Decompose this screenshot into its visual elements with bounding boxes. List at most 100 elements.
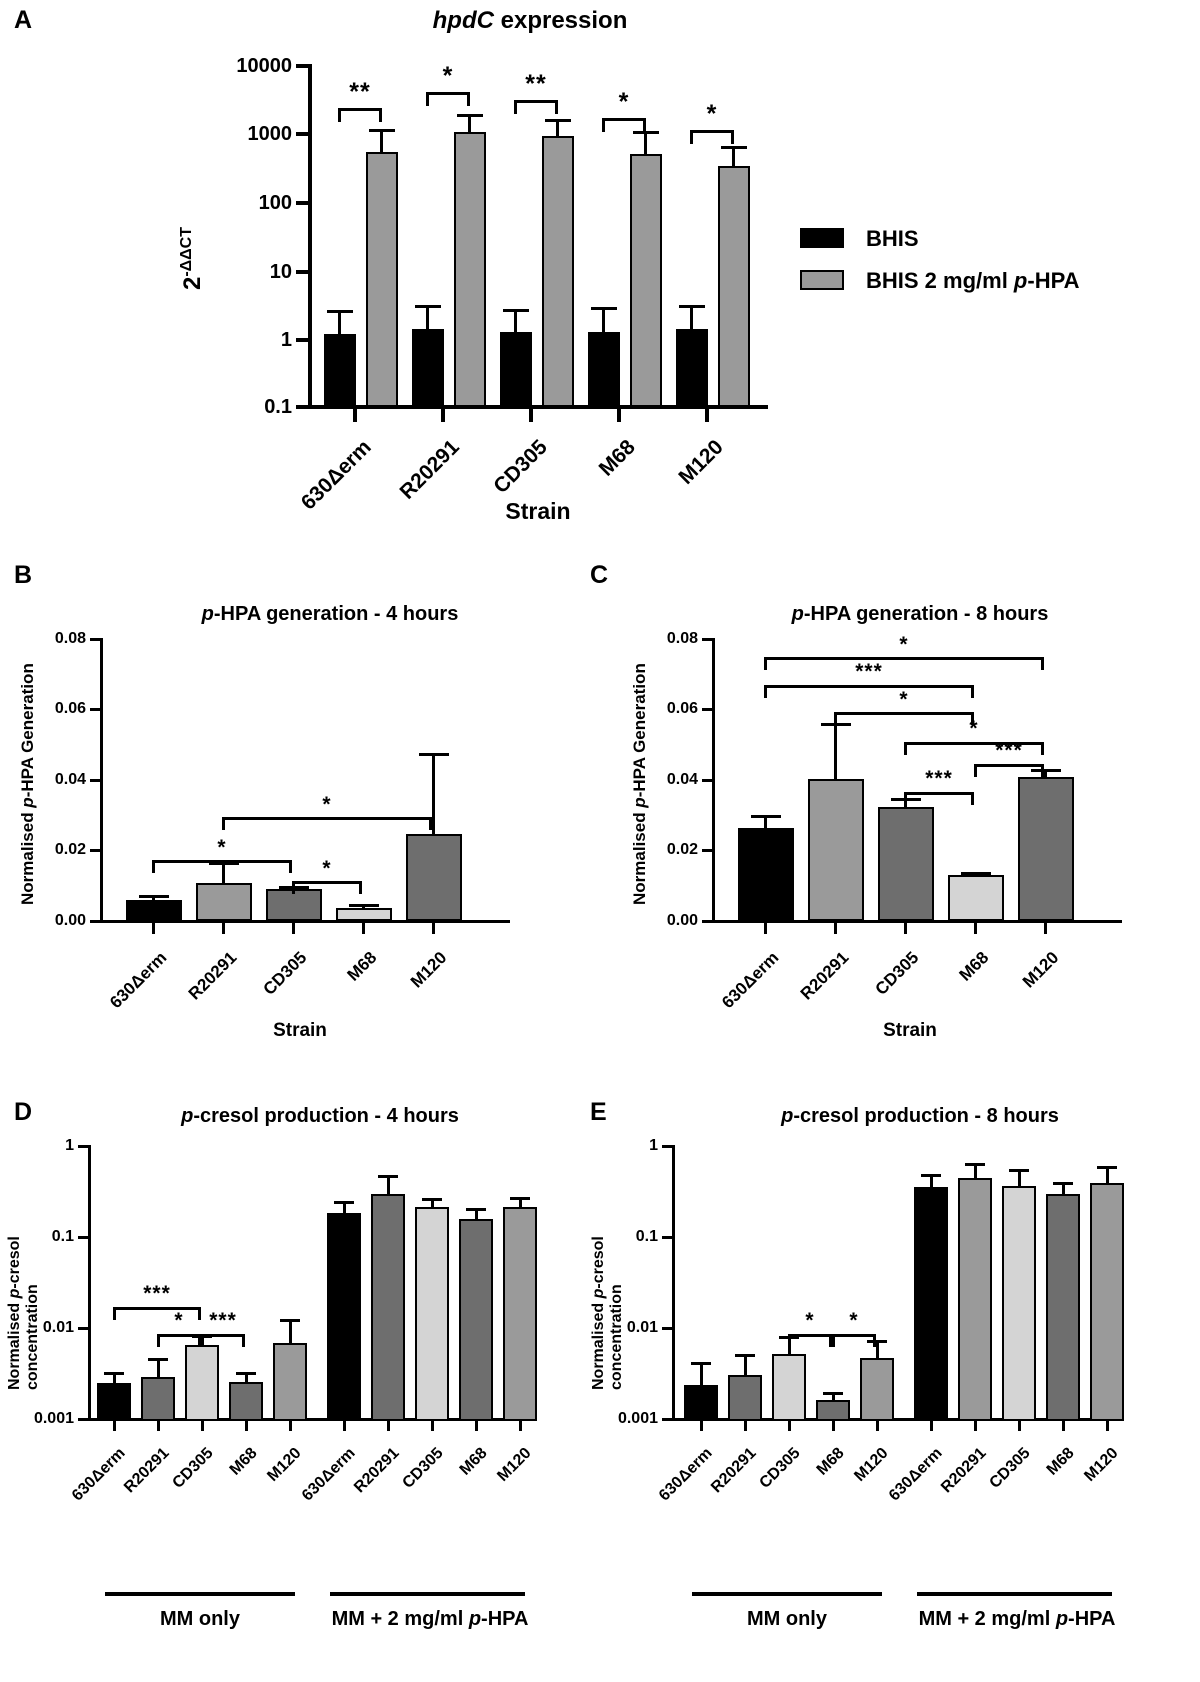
panel-a-xtick-mark — [617, 409, 621, 422]
legend-label-bhis-hpa-ital: p — [1013, 268, 1028, 293]
errorbar-d-hpa-cd305 — [431, 1198, 434, 1208]
sig-bracket-a-m120 — [690, 130, 734, 144]
panel-b-y-axis-label: Normalised p-HPA Generation — [18, 663, 38, 905]
errorbar-b-630 — [152, 895, 155, 901]
panel-c-xtick-mark — [834, 923, 837, 934]
errorbar-d-mm-r20291 — [157, 1358, 160, 1378]
panel-c-x-axis — [712, 920, 1122, 923]
sig-stars-c-cd305-m68: *** — [925, 767, 953, 790]
panel-e-y-axis-label: Normalised p-cresol concentration — [590, 1236, 627, 1390]
panel-e-y-axis-label-line2: concentration — [608, 1284, 626, 1390]
legend-label-bhis: BHIS — [866, 226, 919, 251]
errorbar-cap-a-bhis-m68 — [591, 307, 617, 310]
panel-b-title-ital: p — [201, 603, 214, 625]
panel-e-xtick-mark — [974, 1421, 977, 1431]
errorbar-cap-d-mm-r20291 — [148, 1358, 168, 1361]
errorbar-cap-c-630 — [751, 815, 781, 818]
panel-d-y-axis-label-pre: Normalised — [6, 1298, 23, 1390]
sig-stars-c-630-m120: * — [899, 633, 909, 656]
panel-b-xtick-mark — [292, 923, 295, 934]
errorbar-d-hpa-630 — [343, 1201, 346, 1214]
bar-c-630 — [738, 828, 794, 921]
errorbar-a-hpa-m120 — [732, 146, 735, 167]
bar-e-mm-m68 — [816, 1400, 850, 1421]
panel-a-title: hpdC expression — [300, 7, 760, 34]
bar-b-m68 — [336, 908, 392, 921]
panel-d-title-rest: -cresol production - 4 hours — [193, 1105, 459, 1127]
bar-e-hpa-630 — [914, 1187, 948, 1421]
panel-e-group-label-hpa-ital: p — [1055, 1608, 1069, 1630]
panel-b-ytick-label: 0.06 — [54, 700, 86, 717]
bar-d-mm-m68 — [229, 1382, 263, 1421]
sig-bracket-b-cd305-m68 — [292, 881, 362, 894]
errorbar-cap-a-bhis-r20291 — [415, 305, 441, 308]
sig-stars-b-r20291-m120: * — [322, 793, 332, 816]
panel-d-ytick-mark — [78, 1145, 90, 1148]
panel-d-xtick-mark — [157, 1421, 160, 1431]
sig-bracket-a-r20291 — [426, 92, 470, 106]
errorbar-cap-a-bhis-630 — [327, 310, 353, 313]
panel-b-ytick-label: 0.04 — [54, 771, 86, 788]
sig-stars-a-m120: * — [706, 100, 718, 128]
sig-bracket-b-630-cd305 — [152, 860, 292, 873]
bar-a-bhis-cd305 — [500, 332, 532, 407]
errorbar-e-mm-630 — [700, 1362, 703, 1386]
panel-d-group-rule-mm — [105, 1592, 295, 1596]
errorbar-a-hpa-m68 — [644, 131, 647, 155]
sig-bracket-a-630 — [338, 108, 382, 122]
errorbar-cap-e-hpa-cd305 — [1009, 1169, 1029, 1172]
panel-e-ytick-mark — [662, 1236, 674, 1239]
errorbar-cap-a-hpa-630 — [369, 129, 395, 132]
panel-d-group-label-hpa-post: -HPA — [481, 1608, 529, 1630]
errorbar-d-hpa-r20291 — [387, 1175, 390, 1195]
panel-e-group-rule-mm — [692, 1592, 882, 1596]
panel-a-y-axis-label-base: 2 — [179, 276, 206, 290]
panel-b-x-axis-label: Strain — [273, 1020, 327, 1041]
errorbar-a-hpa-630 — [380, 129, 383, 153]
bar-e-mm-r20291 — [728, 1375, 762, 1421]
panel-e-xtick-mark — [788, 1421, 791, 1431]
errorbar-cap-b-m120 — [419, 753, 449, 756]
panel-c-ytick-label: 0.00 — [666, 912, 698, 929]
panel-a-ytick-label: 100 — [258, 192, 292, 214]
panel-c-xtick-mark — [1044, 923, 1047, 934]
sig-stars-a-m68: * — [618, 88, 630, 116]
errorbar-cap-a-hpa-m120 — [721, 146, 747, 149]
errorbar-e-hpa-m68 — [1062, 1182, 1065, 1195]
panel-b-label: B — [14, 561, 33, 589]
errorbar-e-mm-m120 — [876, 1340, 879, 1359]
panel-c-ytick-mark — [702, 638, 714, 641]
panel-e-group-rule-hpa — [917, 1592, 1112, 1596]
panel-e-ytick-mark — [662, 1327, 674, 1330]
errorbar-d-hpa-m120 — [519, 1197, 522, 1208]
bar-a-bhis-r20291 — [412, 329, 444, 407]
errorbar-cap-d-hpa-m120 — [510, 1197, 530, 1200]
panel-d-y-axis-label-ital: p — [6, 1288, 23, 1299]
panel-d-xtick-mark — [387, 1421, 390, 1431]
errorbar-e-mm-r20291 — [744, 1354, 747, 1376]
panel-c-xtick-mark — [904, 923, 907, 934]
sig-bracket-c-630-m120 — [764, 657, 1044, 670]
panel-c-ytick-label: 0.02 — [666, 841, 698, 858]
sig-bracket-c-cd305-m68 — [904, 792, 974, 805]
sig-stars-d-r20291-cd305: * — [174, 1309, 184, 1332]
errorbar-cap-a-hpa-cd305 — [545, 119, 571, 122]
sig-bracket-d-630-cd305 — [113, 1307, 201, 1320]
panel-d-xtick-mark — [519, 1421, 522, 1431]
panel-e-y-axis-label-pre: Normalised — [590, 1298, 607, 1390]
panel-e-y-axis — [672, 1145, 675, 1421]
errorbar-a-bhis-630 — [338, 310, 341, 338]
panel-c-y-axis-label: Normalised p-HPA Generation — [630, 663, 650, 905]
bar-d-mm-m120 — [273, 1343, 307, 1421]
panel-e-ytick-mark — [662, 1418, 674, 1421]
errorbar-c-m120 — [1044, 769, 1047, 778]
panel-d-xtick-mark — [431, 1421, 434, 1431]
panel-e-ytick-label: 0.01 — [626, 1319, 658, 1336]
panel-a-xtick-mark — [441, 409, 445, 422]
legend-label-bhis-hpa-post: -HPA — [1027, 268, 1080, 293]
bar-a-hpa-630 — [366, 152, 398, 407]
sig-stars-e-cd305-m68: * — [805, 1309, 815, 1332]
bar-d-mm-630 — [97, 1383, 131, 1421]
bar-d-hpa-cd305 — [415, 1207, 449, 1421]
panel-e-title-rest: -cresol production - 8 hours — [793, 1105, 1059, 1127]
